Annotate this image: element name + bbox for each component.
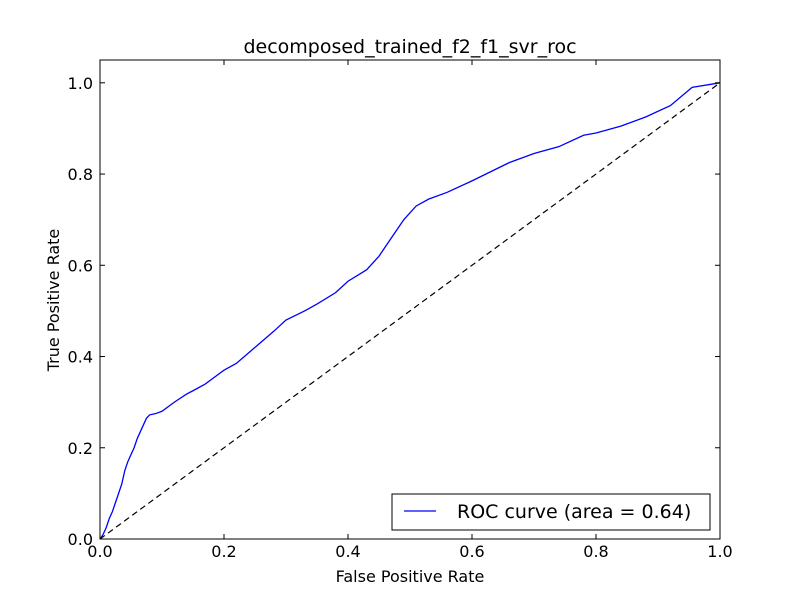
x-tick-label: 1.0: [707, 542, 732, 561]
y-tick-label: 0.2: [68, 439, 93, 458]
x-tick-label: 0.6: [459, 542, 484, 561]
x-tick-label: 0.2: [211, 542, 236, 561]
y-axis-label: True Positive Rate: [44, 229, 63, 373]
y-tick-label: 0.6: [68, 256, 93, 275]
chance-diagonal-line: [99, 82, 721, 540]
x-tick-label: 0.8: [583, 542, 608, 561]
roc-curve-line: [99, 82, 721, 540]
x-tick-label: 0.0: [87, 542, 112, 561]
legend-entry-roc: ROC curve (area = 0.64): [457, 501, 691, 523]
x-axis-label: False Positive Rate: [336, 567, 485, 586]
y-tick-label: 0.0: [68, 530, 93, 549]
x-tick-label: 0.4: [335, 542, 360, 561]
y-tick-label: 0.8: [68, 165, 93, 184]
y-tick-label: 0.4: [68, 348, 93, 367]
plot-frame: [99, 59, 721, 540]
plot-area: 0.0 0.2 0.4 0.6 0.8 1.0 0.0 0.2 0.4 0.6 0.8 1.0: [68, 59, 733, 561]
chart-title: decomposed_trained_f2_f1_svr_roc: [243, 36, 576, 58]
y-tick-label: 1.0: [68, 74, 93, 93]
legend-box: [391, 493, 711, 531]
legend: ROC curve (area = 0.64): [391, 493, 711, 531]
